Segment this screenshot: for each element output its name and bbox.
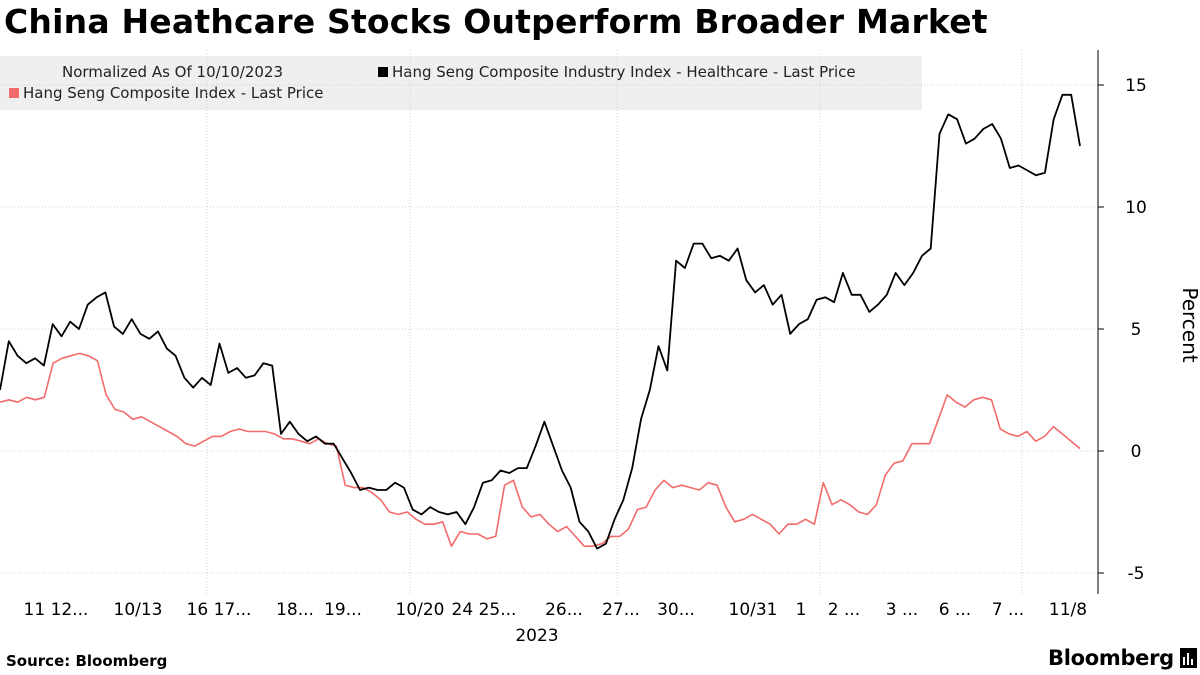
brand-logo: Bloomberg (1048, 646, 1197, 670)
legend-label-healthcare: Hang Seng Composite Industry Index - Hea… (392, 63, 856, 81)
legend-entry-healthcare: Hang Seng Composite Industry Index - Hea… (378, 63, 856, 81)
x-tick-label: 10/20 (396, 600, 445, 620)
x-tick-label: 27... (602, 600, 640, 620)
legend-label-composite: Hang Seng Composite Index - Last Price (23, 84, 324, 102)
legend-entry-composite: Hang Seng Composite Index - Last Price (9, 84, 323, 102)
x-tick-label: 10/31 (729, 600, 778, 620)
x-tick-label: 7 ... (992, 600, 1024, 620)
legend-normalized-note: Normalized As Of 10/10/2023 (62, 63, 283, 81)
terminal-icon (1179, 648, 1197, 668)
x-tick-label: 6 ... (939, 600, 971, 620)
x-year-label: 2023 (515, 626, 558, 646)
x-tick-label: 10/13 (114, 600, 163, 620)
x-tick-label: 2 ... (828, 600, 860, 620)
x-tick-label: 1 (796, 600, 807, 620)
x-tick-label: 16 17... (187, 600, 252, 620)
y-tick-label: -5 (1128, 564, 1145, 584)
y-tick-label: 0 (1131, 442, 1142, 462)
x-tick-label: 26... (545, 600, 583, 620)
brand-name: Bloomberg (1048, 646, 1174, 670)
y-tick-label: 5 (1131, 320, 1142, 340)
chart-title: China Heathcare Stocks Outperform Broade… (4, 2, 988, 41)
x-tick-label: 11/8 (1049, 600, 1087, 620)
y-axis-label: Percent (1178, 287, 1200, 362)
source-note: Source: Bloomberg (6, 652, 168, 670)
legend-swatch-composite (9, 88, 19, 98)
y-tick-label: 10 (1125, 198, 1147, 218)
x-tick-label: 11 12... (24, 600, 89, 620)
y-tick-label: 15 (1125, 76, 1147, 96)
x-tick-label: 19... (324, 600, 362, 620)
legend: Normalized As Of 10/10/2023 Hang Seng Co… (0, 56, 922, 110)
x-tick-label: 24 25... (452, 600, 517, 620)
x-tick-label: 18... (276, 600, 314, 620)
legend-swatch-healthcare (378, 67, 388, 77)
x-tick-label: 3 ... (886, 600, 918, 620)
x-tick-label: 30... (657, 600, 695, 620)
series-line-healthcare (0, 93, 1081, 550)
series-line-composite (0, 352, 1081, 548)
